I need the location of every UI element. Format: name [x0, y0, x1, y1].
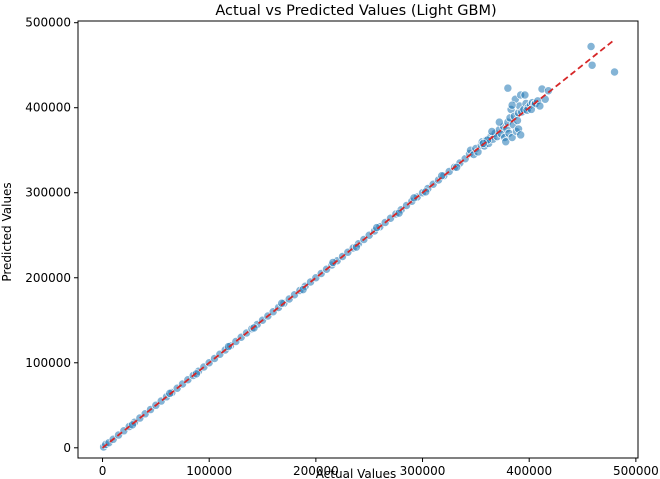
- scatter-point: [328, 258, 338, 267]
- y-tick-label: 0: [63, 441, 71, 455]
- x-tick-label: 100000: [186, 464, 232, 478]
- scatter-point: [452, 162, 462, 172]
- x-tick-label: 0: [99, 464, 107, 478]
- axes-frame-layer: [77, 20, 639, 459]
- scatter-point: [298, 285, 308, 295]
- x-tick-label: 400000: [506, 464, 552, 478]
- scatter-point: [507, 133, 517, 142]
- scatter-points-layer: [99, 42, 619, 452]
- scatter-point: [543, 86, 553, 96]
- reference-line: [101, 38, 616, 449]
- scatter-point: [277, 298, 287, 308]
- x-tick-label: 300000: [400, 464, 446, 478]
- scatter-point: [610, 67, 619, 77]
- y-tick-label: 200000: [25, 271, 71, 285]
- scatter-point: [394, 208, 404, 218]
- scatter-point: [501, 137, 511, 147]
- y-tick-label: 300000: [25, 186, 71, 200]
- plot-frame: [77, 20, 639, 459]
- scatter-point: [503, 83, 513, 93]
- scatter-point: [372, 223, 382, 233]
- scatter-point: [494, 117, 504, 127]
- reference-line-layer: [101, 38, 616, 449]
- scatter-point: [351, 242, 361, 252]
- scatter-point: [223, 342, 233, 352]
- scatter-point: [507, 100, 517, 110]
- y-axis-label: Predicted Values: [0, 182, 14, 281]
- scatter-point: [520, 90, 530, 100]
- x-tick-label: 200000: [293, 464, 339, 478]
- y-tick-label: 500000: [25, 16, 71, 30]
- chart-title: Actual vs Predicted Values (Light GBM): [215, 3, 496, 19]
- scatter-point: [437, 171, 447, 181]
- y-tick-label: 100000: [25, 356, 71, 370]
- ticks-layer: 0 100000 200000 300000 400000 500000 0 100000 20…: [25, 16, 659, 478]
- x-axis-label: Actual Values: [316, 467, 397, 479]
- scatter-point: [516, 130, 526, 140]
- scatter-point: [587, 60, 597, 70]
- scatter-point: [586, 42, 596, 51]
- scatter-point: [409, 193, 419, 203]
- x-tick-label: 500000: [613, 464, 659, 478]
- y-tick-label: 400000: [25, 101, 71, 115]
- scatter-point: [421, 187, 431, 197]
- scatter-point: [535, 101, 545, 111]
- scatter-point: [487, 127, 497, 136]
